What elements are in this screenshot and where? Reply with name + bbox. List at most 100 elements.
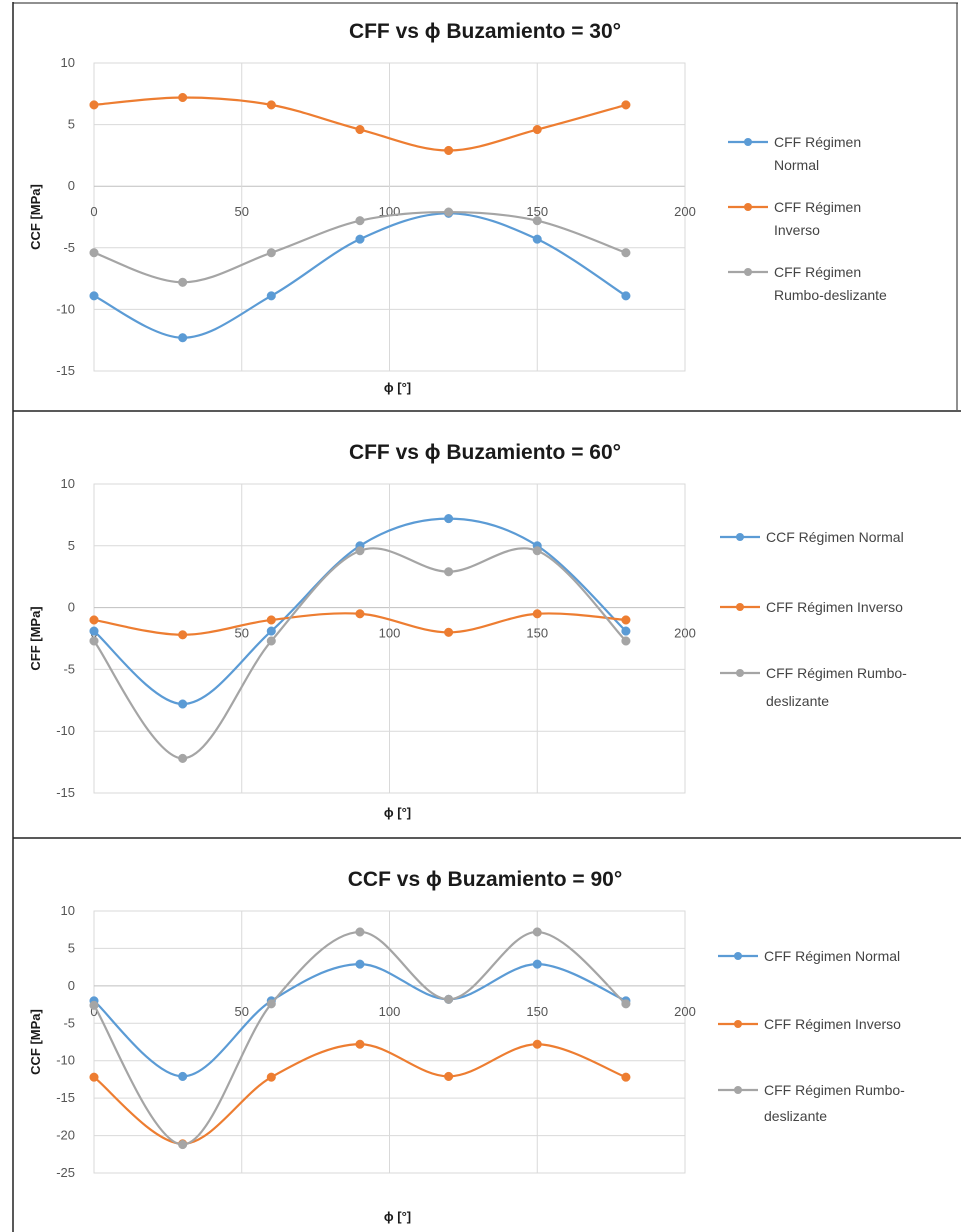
y-tick-label: 10: [61, 55, 75, 70]
data-point: [532, 927, 542, 937]
data-point: [532, 216, 542, 226]
legend-label: deslizante: [766, 693, 829, 709]
x-axis-title: ϕ [°]: [384, 380, 411, 395]
data-point: [444, 994, 454, 1004]
data-point: [266, 626, 276, 636]
data-point: [178, 1140, 188, 1150]
y-tick-label: 10: [61, 903, 75, 918]
data-point: [444, 207, 454, 217]
x-tick-label: 50: [235, 204, 249, 219]
data-point: [621, 291, 631, 301]
legend-label: CFF Régimen: [774, 199, 861, 215]
data-point: [355, 216, 365, 226]
legend-label: Rumbo-deslizante: [774, 287, 887, 303]
y-axis-title: CFF [MPa]: [28, 606, 43, 670]
data-point: [355, 124, 365, 135]
data-point: [178, 630, 188, 640]
x-tick-label: 0: [90, 1004, 97, 1019]
x-tick-label: 200: [674, 204, 696, 219]
data-point: [89, 100, 99, 110]
data-point: [89, 636, 99, 646]
x-tick-label: 100: [379, 1004, 401, 1019]
data-point: [532, 1039, 542, 1049]
data-point: [178, 1071, 188, 1081]
x-tick-label: 100: [379, 626, 401, 641]
data-point: [178, 333, 188, 343]
data-point: [355, 1039, 365, 1049]
legend-marker: [736, 533, 744, 541]
legend-label: CFF Régimen Inverso: [766, 599, 903, 615]
data-point: [89, 248, 99, 258]
legend-marker: [734, 952, 742, 960]
y-tick-label: -5: [63, 661, 75, 676]
x-tick-label: 150: [526, 626, 548, 641]
legend-label: CFF Régimen Rumbo-: [764, 1082, 905, 1098]
legend-marker: [744, 203, 752, 211]
legend-label: CFF Régimen Normal: [764, 948, 900, 964]
data-point: [621, 100, 631, 110]
x-tick-label: 150: [526, 204, 548, 219]
data-point: [266, 100, 276, 110]
y-tick-label: 0: [68, 178, 75, 193]
data-point: [444, 567, 454, 577]
y-tick-label: -15: [56, 1090, 75, 1105]
x-tick-label: 50: [235, 626, 249, 641]
data-point: [178, 277, 188, 287]
data-point: [532, 546, 542, 556]
data-point: [355, 927, 365, 937]
legend-label: Inverso: [774, 222, 820, 238]
y-tick-label: -20: [56, 1128, 75, 1143]
data-point: [266, 636, 276, 646]
data-point: [621, 999, 631, 1009]
y-tick-label: -10: [56, 1053, 75, 1068]
y-tick-label: -15: [56, 785, 75, 800]
data-point: [89, 626, 99, 636]
data-point: [621, 248, 631, 258]
data-point: [621, 1072, 631, 1082]
data-point: [621, 615, 631, 625]
legend-marker: [736, 603, 744, 611]
data-point: [532, 124, 542, 135]
y-tick-label: -5: [63, 1015, 75, 1030]
legend-marker: [734, 1020, 742, 1028]
y-axis-title: CCF [MPa]: [28, 1009, 43, 1075]
y-tick-label: -5: [63, 240, 75, 255]
data-point: [266, 1072, 276, 1082]
legend-marker: [736, 669, 744, 677]
x-tick-label: 0: [90, 204, 97, 219]
y-axis-title: CCF [MPa]: [28, 184, 43, 250]
data-point: [266, 248, 276, 258]
x-tick-label: 150: [526, 1004, 548, 1019]
legend-label: CCF Régimen Normal: [766, 529, 904, 545]
legend-label: CFF Régimen: [774, 264, 861, 280]
data-point: [444, 627, 454, 637]
data-point: [532, 959, 542, 969]
legend-marker: [744, 138, 752, 146]
data-point: [266, 999, 276, 1009]
data-point: [178, 699, 188, 709]
y-tick-label: -10: [56, 301, 75, 316]
legend-label: deslizante: [764, 1108, 827, 1124]
data-point: [89, 1072, 99, 1082]
data-point: [621, 636, 631, 646]
y-tick-label: -15: [56, 363, 75, 378]
data-point: [444, 514, 454, 524]
legend-marker: [734, 1086, 742, 1094]
y-tick-label: 0: [68, 600, 75, 615]
x-axis-title: ϕ [°]: [384, 1209, 411, 1224]
y-tick-label: -10: [56, 723, 75, 738]
data-point: [89, 1000, 99, 1010]
legend-label: CFF Régimen Inverso: [764, 1016, 901, 1032]
data-point: [178, 92, 188, 103]
data-point: [355, 234, 365, 244]
chart-title: CFF vs ϕ Buzamiento = 30°: [349, 20, 621, 43]
chart-title: CCF vs ϕ Buzamiento = 90°: [348, 868, 622, 891]
x-tick-label: 50: [235, 1004, 249, 1019]
legend-label: CFF Régimen: [774, 134, 861, 150]
data-point: [532, 234, 542, 244]
data-point: [355, 959, 365, 969]
data-point: [178, 753, 188, 763]
y-tick-label: 10: [61, 476, 75, 491]
